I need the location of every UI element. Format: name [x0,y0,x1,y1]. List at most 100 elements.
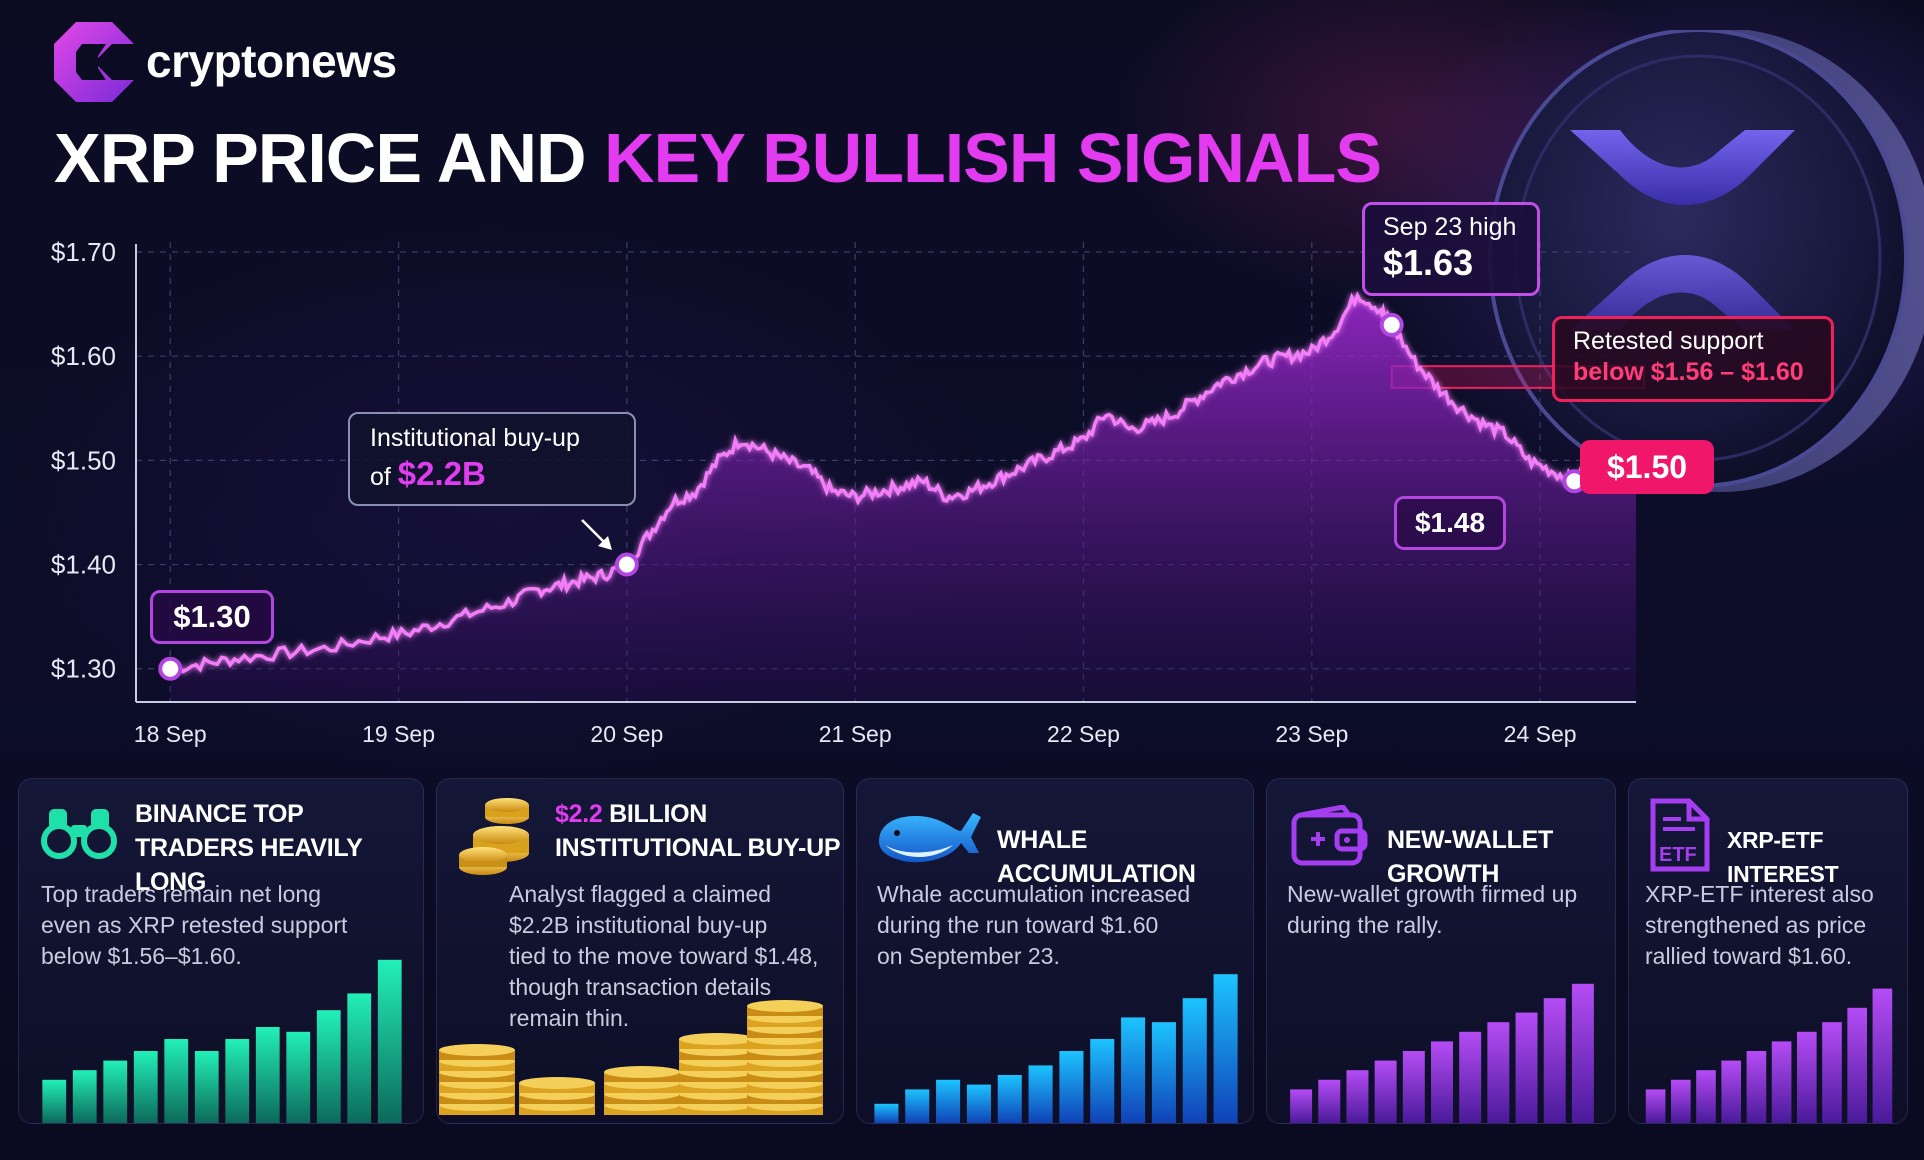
card5-title: XRP-ETF INTEREST [1727,827,1839,887]
x-tick-label: 22 Sep [1047,721,1120,747]
high-label: Sep 23 high [1383,213,1517,241]
x-tick-label: 23 Sep [1275,721,1348,747]
card-bar [225,1039,250,1123]
title-part-white: XRP PRICE AND [54,119,604,197]
gold-coin-top [604,1066,680,1078]
card-bar [1028,1065,1053,1123]
callout-arrow [581,519,612,550]
x-tick-label: 18 Sep [134,721,207,747]
card3-body-line1: Whale accumulation increased [877,881,1191,907]
card2-title-line1: $2.2 BILLION [555,797,840,831]
institutional-of-text: of [370,463,398,491]
card4-title: NEW-WALLET GROWTH [1387,826,1553,888]
card-bar [316,1010,341,1123]
y-tick-label: $1.70 [51,237,116,267]
gold-coin-top [519,1077,595,1089]
card-bar [874,1103,899,1123]
card-bar [255,1027,280,1123]
price-marker [1379,312,1404,337]
price-marker [614,552,639,577]
card-bar [1670,1079,1691,1123]
card-bar [936,1079,961,1123]
card2-body-line3: tied to the move toward $1.48, [509,943,819,969]
card5-bar-chart [1645,988,1893,1123]
card2-body-line1: Analyst flagged a claimed [509,881,772,907]
card1-bar-chart [42,959,402,1123]
card-bar [1487,1022,1510,1123]
retest-line1: Retested support [1573,327,1764,355]
card-bar [1696,1070,1716,1123]
start-price-value: $1.30 [173,599,251,634]
institutional-callout-line2: of $2.2B [370,455,614,493]
gold-coin-top [439,1044,515,1056]
etf-icon-glyph: ETF [1659,844,1697,866]
low-price-value: $1.48 [1414,507,1486,538]
card-bar [1374,1060,1397,1123]
gold-coin-top [679,1033,755,1045]
institutional-callout-line1: Institutional buy-up [370,424,580,452]
x-axis-ticks: 18 Sep 19 Sep 20 Sep 21 Sep 22 Sep 23 Sep 24 S… [134,721,1577,747]
y-tick-label: $1.60 [51,341,116,371]
card5-body: XRP-ETF interest also strengthened as pr… [1645,879,1874,972]
card5-body-line1: XRP-ETF interest also [1645,881,1874,907]
card4-bar-chart [1290,983,1594,1123]
current-price-value: $1.50 [1606,449,1688,485]
card-bar [72,1070,97,1123]
title-part-accent: KEY BULLISH SIGNALS [604,119,1382,197]
retest-line2: below $1.56 – $1.60 [1573,358,1804,386]
card2-body: Analyst flagged a claimed $2.2B institut… [509,879,818,1034]
card-bar [1213,974,1238,1123]
card-bar [1346,1070,1369,1123]
card4-body: New-wallet growth firmed up during the r… [1287,879,1577,941]
card-bar [1645,1089,1666,1123]
card-binance-top-traders: BINANCE TOP TRADERS HEAVILY LONG Top tra… [18,778,424,1124]
card-bar [377,959,402,1123]
card3-body-line3: on September 23. [877,943,1060,969]
card-bar [1121,1017,1146,1123]
card-bar [1872,988,1893,1123]
card-bar [1059,1051,1084,1123]
card2-title: $2.2 BILLION INSTITUTIONAL BUY-UP [555,797,841,865]
card-bar [1515,1012,1538,1123]
price-area [170,295,1637,700]
gold-coins-icon [459,798,529,875]
card-bar [905,1089,930,1123]
card2-body-line4: though transaction details [509,974,772,1000]
wallet-icon [1291,805,1368,866]
card-bar [1459,1031,1482,1123]
card-whale-accumulation: WHALE ACCUMULATION Whale accumulation in… [856,778,1254,1124]
cryptonews-logo-icon [54,22,134,102]
card1-body-line3: below $1.56–$1.60. [41,943,242,969]
card5-body-line2: strengthened as price [1645,912,1867,938]
card3-title: WHALE ACCUMULATION [997,826,1196,888]
card1-body: Top traders remain net long even as XRP … [41,879,347,972]
institutional-callout: Institutional buy-up of $2.2B [348,412,636,506]
x-tick-label: 19 Sep [362,721,435,747]
card-bar [1090,1039,1115,1123]
card-bar [1543,998,1566,1123]
card-bar [1796,1031,1817,1123]
card3-bar-chart [874,974,1238,1123]
binoculars-icon [41,809,117,859]
card-bar [1771,1041,1792,1123]
card5-body-line3: rallied toward $1.60. [1645,943,1853,969]
card-bar [164,1039,189,1123]
chart-axes [135,244,1636,703]
card-institutional-buy-up: $2.2 BILLION INSTITUTIONAL BUY-UP Analys… [436,778,844,1124]
start-price-label: $1.30 [150,590,274,644]
card3-body-line2: during the run toward $1.60 [877,912,1159,938]
y-tick-label: $1.50 [51,445,116,475]
y-tick-label: $1.30 [51,654,116,684]
page-title: XRP PRICE AND KEY BULLISH SIGNALS [54,118,1382,198]
card-bar [1151,1022,1176,1123]
card-bar [1571,983,1594,1123]
whale-icon [879,813,981,863]
current-price-badge: $1.50 [1580,440,1714,494]
card-bar [1847,1007,1868,1123]
card-bar [1318,1079,1341,1123]
card4-body-line2: during the rally. [1287,912,1443,938]
card-bar [997,1075,1022,1123]
x-tick-label: 21 Sep [819,721,892,747]
card2-title-line2: INSTITUTIONAL BUY-UP [555,834,841,862]
card2-title-rest: BILLION [602,800,708,828]
